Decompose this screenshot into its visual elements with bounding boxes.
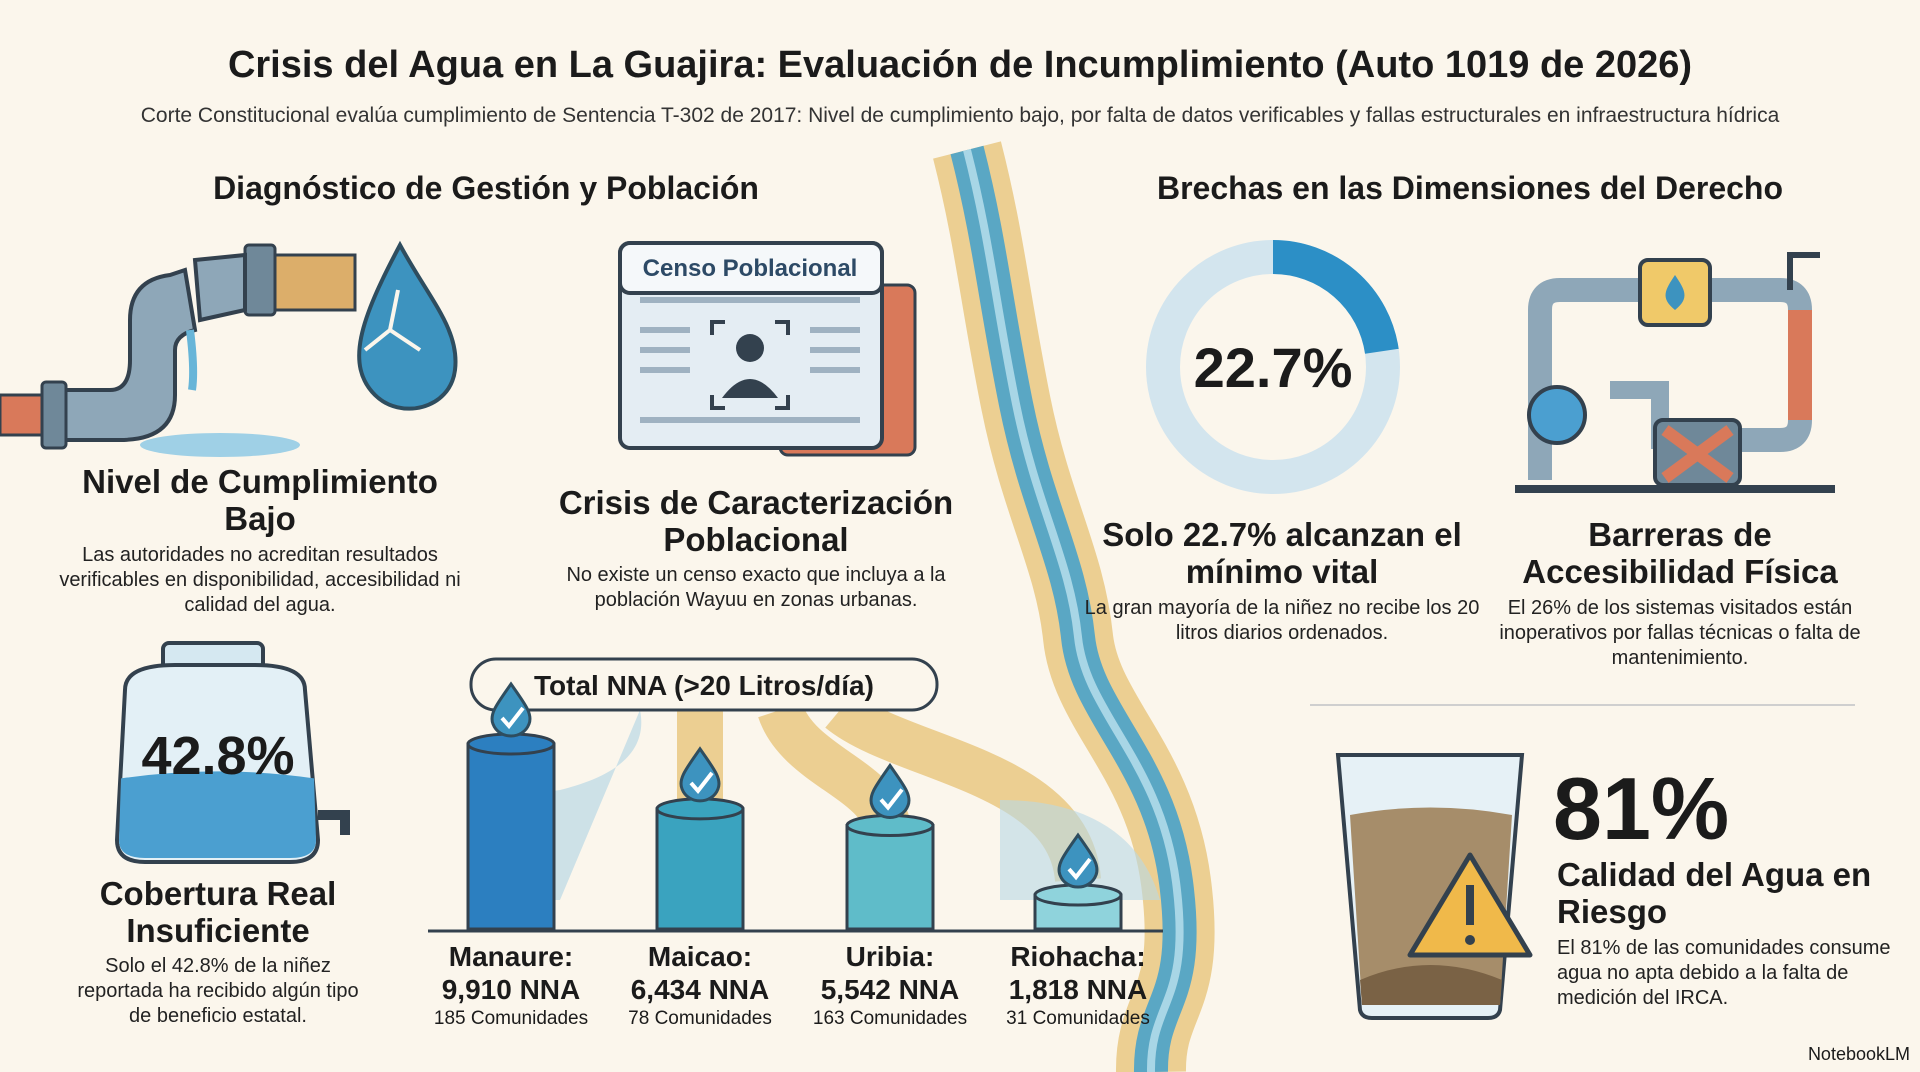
- category-label: Manaure:: [448, 941, 574, 972]
- river-highlight: [963, 149, 1184, 1072]
- community-label: 78 Comunidades: [628, 1008, 772, 1029]
- category-label: Uribia:: [845, 941, 935, 972]
- icon-label: Censo Poblacional: [642, 255, 858, 282]
- donut-arc: [1146, 240, 1400, 494]
- drop-icon: [490, 681, 532, 738]
- check-icon: [1067, 857, 1092, 881]
- value-label: 9,910 NNA: [441, 974, 581, 1005]
- card-title: Crisis de Caracterización Poblacional: [558, 484, 954, 558]
- community-label: 163 Comunidades: [812, 1008, 968, 1029]
- card-text: No existe un censo exacto que incluya a …: [566, 564, 946, 611]
- card-text: El 26% de los sistemas visitados están i…: [1499, 597, 1861, 669]
- card-title: Barreras de Accesibilidad Física: [1522, 516, 1838, 590]
- value-label: 6,434 NNA: [630, 974, 770, 1005]
- card-text: La gran mayoría de la niñez no recibe lo…: [1084, 597, 1480, 644]
- drop-icon: [679, 746, 721, 803]
- bar: [466, 742, 556, 931]
- drop-icon: [869, 762, 911, 820]
- value-label: 5,542 NNA: [820, 974, 960, 1005]
- check-icon: [500, 706, 525, 730]
- card-title: Solo 22.7% alcanzan el mínimo vital: [1102, 516, 1462, 590]
- category-label: Riohacha:: [1010, 941, 1146, 972]
- section-heading: Brechas en las Dimensiones del Derecho: [1156, 170, 1784, 206]
- donut: [1146, 240, 1400, 494]
- broken-pipe-icon: [0, 240, 458, 457]
- community-label: 31 Comunidades: [1006, 1008, 1150, 1029]
- brand: NotebookLM: [1807, 1044, 1910, 1064]
- quality-value: 81%: [1553, 759, 1730, 858]
- chart-title: Total NNA (>20 Litros/día): [534, 670, 874, 701]
- card-title: Calidad del Agua en Riesgo: [1557, 856, 1872, 930]
- community-label: 185 Comunidades: [433, 1008, 589, 1029]
- bar: [655, 807, 745, 931]
- census-icon: [618, 241, 917, 457]
- card-title: Cobertura Real Insuficiente: [99, 875, 337, 949]
- check-icon: [689, 771, 714, 795]
- water-tank-icon: [114, 641, 350, 864]
- card-text: Solo el 42.8% de la niñez reportada ha r…: [77, 955, 359, 1027]
- section-heading: Diagnóstico de Gestión y Población: [213, 170, 759, 206]
- card-text: Las autoridades no acreditan resultados …: [59, 544, 461, 616]
- tank-water-level: [119, 771, 316, 858]
- bar: [845, 824, 935, 931]
- page-subtitle: Corte Constitucional evalúa cumplimiento…: [140, 104, 1780, 127]
- dirty-glass-icon: [1335, 753, 1533, 1020]
- page-title: Crisis del Agua en La Guajira: Evaluació…: [227, 44, 1693, 86]
- tank-value: 42.8%: [141, 726, 295, 786]
- drop-icon: [1057, 832, 1099, 889]
- card-title: Nivel de Cumplimiento Bajo: [82, 463, 438, 537]
- category-label: Maicao:: [647, 941, 753, 972]
- value-label: 1,818 NNA: [1008, 974, 1148, 1005]
- pipes-icon: [1515, 252, 1835, 493]
- donut-value: 22.7%: [1193, 336, 1353, 399]
- card-text: El 81% de las comunidades consume agua n…: [1557, 937, 1891, 1009]
- check-icon: [879, 788, 904, 811]
- nna-bars: [466, 681, 1123, 931]
